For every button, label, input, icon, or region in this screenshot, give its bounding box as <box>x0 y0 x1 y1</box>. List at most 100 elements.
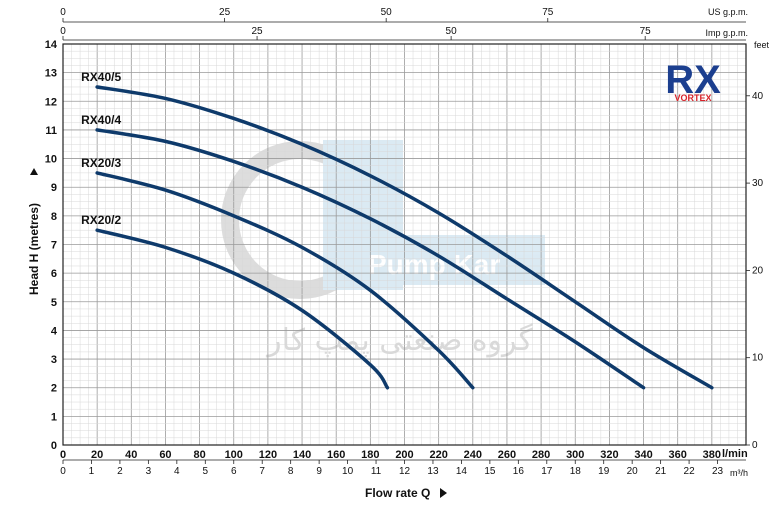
impgpm-tick-label: 50 <box>446 26 458 37</box>
m3h-tick-label: 4 <box>174 466 180 477</box>
y-tick-label: 6 <box>51 268 57 280</box>
m3h-tick-label: 8 <box>288 466 294 477</box>
m3h-tick-label: 23 <box>712 466 724 477</box>
x-tick-label: 0 <box>60 449 66 461</box>
x-tick-label: 40 <box>125 449 137 461</box>
feet-tick-label: 30 <box>752 178 764 189</box>
impgpm-tick-label: 25 <box>251 26 263 37</box>
series-line-rx20-2 <box>95 228 390 390</box>
x-axis-title-text: Flow rate Q <box>365 486 430 500</box>
y-tick-label: 0 <box>51 440 57 452</box>
x-tick-label: 360 <box>669 449 687 461</box>
x-tick-label: 160 <box>327 449 345 461</box>
x-tick-label: 180 <box>361 449 379 461</box>
x-tick-label: 380 <box>703 449 721 461</box>
usgpm-tick-label: 0 <box>60 7 66 18</box>
m3h-tick-label: 22 <box>684 466 696 477</box>
m3h-tick-label: 16 <box>513 466 525 477</box>
x-tick-label: 120 <box>259 449 277 461</box>
series-label: RX20/3 <box>81 156 121 170</box>
feet-tick-label: 10 <box>752 353 764 364</box>
x-tick-label: 20 <box>91 449 103 461</box>
x-tick-label: 340 <box>634 449 652 461</box>
x-axis-title: Flow rate Q <box>365 486 447 500</box>
x-tick-label: 80 <box>193 449 205 461</box>
x-tick-label: 200 <box>395 449 413 461</box>
logo-main: RX <box>665 58 721 102</box>
m3h-tick-label: 5 <box>203 466 209 477</box>
m3h-tick-label: 10 <box>342 466 354 477</box>
x-tick-label: 140 <box>293 449 311 461</box>
impgpm-tick-label: 75 <box>640 26 652 37</box>
y-tick-label: 11 <box>45 125 57 137</box>
y-title-arrow-icon <box>30 168 38 175</box>
lmin-unit-label: l/min <box>722 448 748 460</box>
m3h-tick-label: 17 <box>541 466 553 477</box>
m3h-tick-label: 13 <box>427 466 439 477</box>
series-group: RX40/5 RX40/4 RX20/3 RX20/2 <box>81 70 714 390</box>
logo-sub: VORTEX <box>674 93 711 103</box>
y-tick-label: 7 <box>51 240 57 252</box>
m3h-tick-label: 12 <box>399 466 411 477</box>
y-tick-label: 9 <box>51 182 57 194</box>
y-tick-label: 10 <box>45 154 57 166</box>
x-tick-label: 60 <box>159 449 171 461</box>
usgpm-tick-label: 25 <box>219 7 231 18</box>
y-tick-label: 2 <box>51 383 57 395</box>
m3h-tick-label: 18 <box>570 466 582 477</box>
usgpm-tick-label: 75 <box>542 7 554 18</box>
y-axis-title: Head H (metres) <box>27 168 41 295</box>
series-line-rx40-5 <box>95 85 714 390</box>
grid <box>62 43 747 446</box>
feet-tick-label: 0 <box>752 440 758 451</box>
series-label: RX20/2 <box>81 213 121 227</box>
y-tick-label: 13 <box>45 68 57 80</box>
x-tick-label: 280 <box>532 449 550 461</box>
x-tick-label: 220 <box>429 449 447 461</box>
x-title-arrow-icon <box>440 488 447 498</box>
m3h-tick-label: 14 <box>456 466 468 477</box>
m3h-tick-label: 20 <box>627 466 639 477</box>
x-tick-label: 240 <box>464 449 482 461</box>
feet-tick-label: 20 <box>752 265 764 276</box>
y-tick-label: 14 <box>45 39 58 51</box>
m3h-unit-label: m³/h <box>730 468 748 478</box>
m3h-tick-label: 3 <box>146 466 152 477</box>
y-tick-label: 12 <box>45 96 57 108</box>
m3h-tick-label: 0 <box>60 466 66 477</box>
m3h-tick-label: 1 <box>89 466 95 477</box>
usgpm-tick-label: 50 <box>381 7 393 18</box>
watermark-text: گروه صنعتی پمپ کار <box>265 323 533 358</box>
y-tick-label: 1 <box>51 411 57 423</box>
m3h-tick-label: 11 <box>371 466 382 477</box>
feet-tick-label: 40 <box>752 91 764 102</box>
m3h-tick-label: 2 <box>117 466 123 477</box>
imp-gpm-unit-label: Imp g.p.m. <box>705 28 748 38</box>
impgpm-tick-label: 0 <box>60 26 66 37</box>
y-tick-label: 5 <box>51 297 57 309</box>
y-tick-label: 4 <box>51 325 58 337</box>
series-line-rx20-3 <box>95 171 475 390</box>
y-tick-label: 8 <box>51 211 57 223</box>
plot-frame <box>62 43 747 446</box>
x-tick-label: 260 <box>498 449 516 461</box>
rx-vortex-logo: RX VORTEX <box>665 58 721 103</box>
m3h-tick-label: 7 <box>259 466 265 477</box>
x-tick-label: 100 <box>225 449 243 461</box>
m3h-tick-label: 6 <box>231 466 237 477</box>
m3h-tick-label: 19 <box>598 466 610 477</box>
us-gpm-unit-label: US g.p.m. <box>708 7 748 17</box>
m3h-tick-label: 15 <box>484 466 496 477</box>
feet-unit-label: feet <box>754 40 770 50</box>
y-tick-label: 3 <box>51 354 57 366</box>
x-tick-label: 320 <box>600 449 618 461</box>
y-axis-title-text: Head H (metres) <box>27 203 41 295</box>
series-label: RX40/5 <box>81 70 121 84</box>
m3h-tick-label: 21 <box>655 466 667 477</box>
series-label: RX40/4 <box>81 113 121 127</box>
series-line-rx40-4 <box>95 128 646 390</box>
m3h-tick-label: 9 <box>316 466 322 477</box>
x-tick-label: 300 <box>566 449 584 461</box>
